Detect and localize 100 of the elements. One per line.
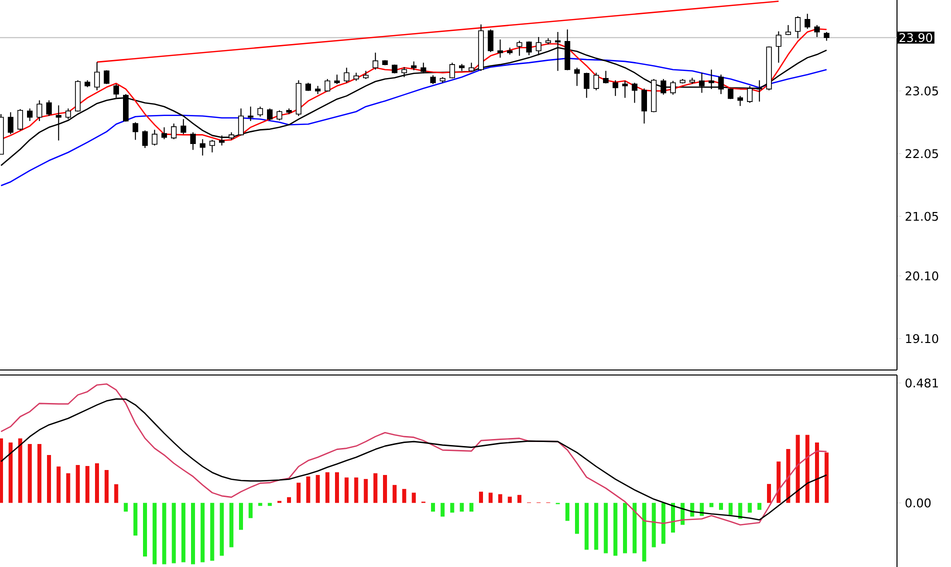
bar bbox=[354, 477, 358, 503]
candlestick bbox=[756, 80, 762, 102]
bar bbox=[652, 502, 656, 548]
bar bbox=[719, 502, 724, 510]
candlestick bbox=[497, 39, 504, 58]
candlestick bbox=[622, 80, 628, 98]
bar bbox=[296, 482, 301, 503]
candlestick bbox=[17, 108, 24, 131]
candlestick bbox=[603, 70, 609, 84]
bar bbox=[114, 484, 118, 503]
candlestick bbox=[401, 66, 408, 78]
bar bbox=[76, 465, 80, 503]
candlestick bbox=[670, 80, 676, 96]
bar bbox=[604, 502, 608, 554]
candlestick bbox=[372, 52, 378, 70]
bar bbox=[8, 442, 13, 503]
bar bbox=[220, 502, 224, 556]
candlestick bbox=[209, 139, 216, 153]
candlestick bbox=[324, 78, 330, 92]
candlestick bbox=[161, 126, 168, 140]
candlestick bbox=[94, 62, 100, 91]
candlestick bbox=[708, 69, 714, 90]
bar bbox=[239, 502, 244, 530]
bar bbox=[229, 502, 234, 548]
bar bbox=[56, 466, 61, 503]
candlestick bbox=[718, 74, 724, 95]
bar bbox=[594, 502, 598, 550]
candlestick bbox=[660, 78, 666, 96]
candlestick bbox=[276, 110, 282, 121]
bar bbox=[575, 502, 580, 534]
y-tick-label: 21.05 bbox=[906, 212, 938, 221]
y-tick-label: 23.05 bbox=[906, 86, 938, 96]
candlestick bbox=[641, 88, 648, 124]
bar bbox=[508, 496, 512, 503]
bar bbox=[565, 502, 570, 521]
candlestick bbox=[65, 108, 72, 120]
candlestick bbox=[632, 82, 638, 104]
bar bbox=[210, 502, 214, 561]
bar bbox=[364, 478, 368, 503]
bar bbox=[479, 492, 484, 503]
candlestick bbox=[344, 67, 350, 84]
candlestick bbox=[488, 28, 494, 53]
bar bbox=[776, 462, 781, 503]
bar bbox=[85, 466, 90, 503]
bar bbox=[402, 488, 406, 503]
candlestick bbox=[257, 106, 264, 118]
bar bbox=[709, 502, 714, 508]
ref-line-label: 23.90 bbox=[900, 33, 932, 42]
bar bbox=[661, 502, 666, 544]
bar bbox=[124, 502, 128, 512]
bar bbox=[95, 463, 100, 503]
bar bbox=[805, 434, 810, 503]
bar bbox=[200, 502, 205, 562]
y-tick-label: 0.00 bbox=[906, 498, 931, 508]
candlestick bbox=[36, 100, 42, 122]
bar bbox=[143, 502, 148, 557]
candlestick bbox=[593, 72, 600, 91]
bar bbox=[28, 444, 32, 503]
bar bbox=[440, 502, 445, 517]
bar bbox=[104, 470, 109, 503]
bar bbox=[450, 502, 454, 513]
bar bbox=[248, 502, 253, 518]
candlestick bbox=[180, 118, 186, 135]
bar bbox=[642, 502, 646, 562]
bar bbox=[824, 452, 829, 503]
candlestick bbox=[171, 123, 177, 140]
bar bbox=[498, 494, 502, 503]
candlestick bbox=[526, 40, 532, 56]
bar bbox=[728, 502, 733, 515]
bar bbox=[181, 502, 186, 562]
candlestick bbox=[113, 84, 120, 98]
bar bbox=[796, 434, 800, 503]
candlestick bbox=[267, 108, 273, 121]
candlestick bbox=[152, 129, 158, 146]
candlestick bbox=[747, 85, 753, 104]
bar bbox=[325, 472, 330, 503]
candlestick bbox=[104, 70, 110, 85]
bar bbox=[306, 476, 310, 503]
y-tick-label: 22.05 bbox=[906, 149, 938, 158]
y-tick-label: 0.481 bbox=[906, 378, 938, 388]
bar bbox=[767, 484, 772, 503]
bar bbox=[632, 502, 637, 554]
bar bbox=[383, 474, 388, 503]
candlestick bbox=[795, 16, 801, 39]
bar bbox=[152, 502, 157, 564]
bar bbox=[373, 473, 378, 503]
candlestick bbox=[248, 106, 254, 122]
bar bbox=[613, 502, 618, 556]
candlestick bbox=[699, 72, 705, 94]
bar bbox=[431, 502, 436, 512]
bar bbox=[268, 502, 272, 506]
bar bbox=[623, 502, 628, 554]
bar bbox=[460, 502, 464, 512]
bar bbox=[748, 502, 752, 513]
bar bbox=[316, 474, 320, 503]
candlestick bbox=[737, 95, 744, 106]
candlestick bbox=[190, 132, 196, 150]
candlestick bbox=[219, 134, 225, 146]
bar bbox=[738, 502, 742, 519]
bar bbox=[133, 502, 138, 536]
